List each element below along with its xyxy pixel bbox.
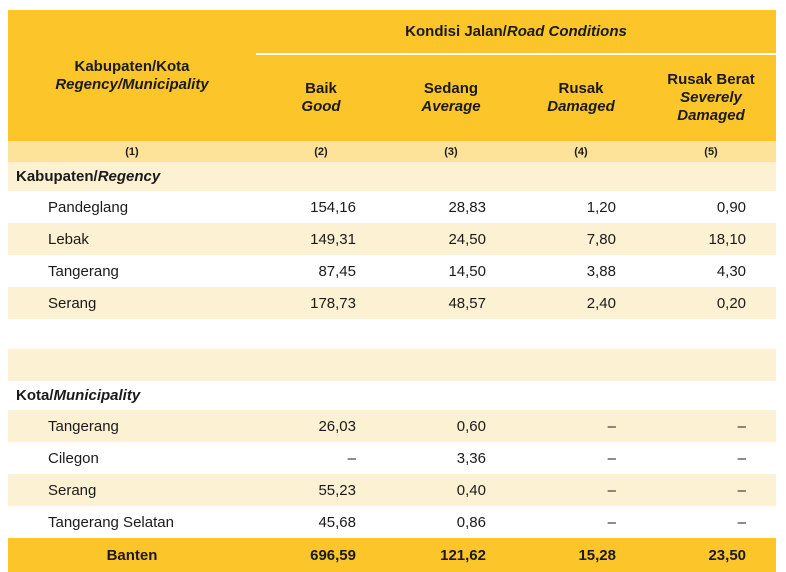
cell-severely-damaged: –	[646, 442, 777, 474]
cell-damaged: –	[516, 506, 646, 538]
row-name: Lebak	[8, 223, 256, 255]
cell-good: 154,16	[256, 191, 386, 223]
cell-average: 48,57	[386, 287, 516, 319]
page: banten.bps.go.id Kabupaten/Kota Regency/…	[8, 10, 777, 572]
cell-good: 87,45	[256, 255, 386, 287]
table-row: Tangerang 26,03 0,60 – –	[8, 410, 777, 442]
header-cell-l2: Good	[301, 98, 341, 115]
cell-good: 45,68	[256, 506, 386, 538]
section-regency: Kabupaten/Regency	[8, 162, 777, 191]
total-damaged: 15,28	[516, 538, 646, 572]
total-label: Banten	[8, 538, 256, 572]
cell-severely-damaged: 0,90	[646, 191, 777, 223]
header-cell-l2: Average	[421, 98, 481, 115]
header-cell-l1: Rusak Berat	[667, 71, 755, 89]
header-cell-l1: Sedang	[423, 80, 479, 98]
cell-damaged: 3,88	[516, 255, 646, 287]
header-average: Sedang Average	[386, 54, 516, 141]
total-good: 696,59	[256, 538, 386, 572]
header-col1-line1: Kabupaten/Kota	[74, 57, 190, 75]
table-row: Lebak 149,31 24,50 7,80 18,10	[8, 223, 777, 255]
header-good: Baik Good	[256, 54, 386, 141]
cell-average: 0,86	[386, 506, 516, 538]
row-name: Pandeglang	[8, 191, 256, 223]
total-severely-damaged: 23,50	[646, 538, 777, 572]
cell-damaged: –	[516, 474, 646, 506]
row-name: Tangerang	[8, 255, 256, 287]
table-row: Cilegon – 3,36 – –	[8, 442, 777, 474]
section-regency-label: Kabupaten/	[16, 168, 98, 185]
header-cell-l1: Baik	[305, 80, 337, 98]
header-severely-damaged: Rusak Berat Severely Damaged	[646, 54, 776, 141]
column-index-row: (1) (2) (3) (4) (5)	[8, 141, 777, 162]
cell-good: –	[256, 442, 386, 474]
road-conditions-table: Kabupaten/Kota Regency/Municipality Kond…	[8, 10, 777, 572]
total-row: Banten 696,59 121,62 15,28 23,50	[8, 538, 777, 572]
row-name: Tangerang	[8, 410, 256, 442]
header-cell-l3: Damaged	[677, 106, 745, 124]
column-index: (4)	[516, 141, 646, 162]
row-name: Cilegon	[8, 442, 256, 474]
cell-average: 0,40	[386, 474, 516, 506]
header-group-italic: Road Conditions	[506, 22, 627, 40]
cell-damaged: 1,20	[516, 191, 646, 223]
header-regency-municipality: Kabupaten/Kota Regency/Municipality	[8, 10, 256, 141]
cell-severely-damaged: –	[646, 474, 777, 506]
spacer-row	[8, 319, 777, 349]
cell-severely-damaged: 18,10	[646, 223, 777, 255]
cell-average: 3,36	[386, 442, 516, 474]
table-row: Pandeglang 154,16 28,83 1,20 0,90	[8, 191, 777, 223]
cell-average: 24,50	[386, 223, 516, 255]
cell-damaged: –	[516, 442, 646, 474]
cell-average: 14,50	[386, 255, 516, 287]
column-index: (3)	[386, 141, 516, 162]
header-cell-l2: Damaged	[547, 98, 615, 115]
cell-average: 0,60	[386, 410, 516, 442]
table-row: Serang 178,73 48,57 2,40 0,20	[8, 287, 777, 319]
row-name: Tangerang Selatan	[8, 506, 256, 538]
section-regency-italic: Regency	[97, 168, 161, 185]
column-index: (5)	[646, 141, 777, 162]
column-index: (1)	[8, 141, 256, 162]
cell-severely-damaged: –	[646, 410, 777, 442]
header-cell-l2: Severely	[680, 89, 742, 107]
spacer-row	[8, 349, 777, 381]
section-municipality-label: Kota/	[16, 387, 54, 404]
cell-severely-damaged: 4,30	[646, 255, 777, 287]
total-average: 121,62	[386, 538, 516, 572]
header-col1-line2: Regency/Municipality	[55, 75, 209, 93]
header-cell-l1: Rusak	[558, 80, 604, 98]
table-row: Serang 55,23 0,40 – –	[8, 474, 777, 506]
table-row: Tangerang Selatan 45,68 0,86 – –	[8, 506, 777, 538]
cell-damaged: 2,40	[516, 287, 646, 319]
section-municipality-italic: Municipality	[53, 387, 141, 404]
column-index: (2)	[256, 141, 386, 162]
header-group-main: Kondisi Jalan/	[405, 22, 507, 40]
header-damaged: Rusak Damaged	[516, 54, 646, 141]
cell-good: 178,73	[256, 287, 386, 319]
cell-average: 28,83	[386, 191, 516, 223]
cell-damaged: –	[516, 410, 646, 442]
header-row-group: Kabupaten/Kota Regency/Municipality Kond…	[8, 10, 777, 93]
row-name: Serang	[8, 287, 256, 319]
row-name: Serang	[8, 474, 256, 506]
cell-good: 149,31	[256, 223, 386, 255]
cell-severely-damaged: 0,20	[646, 287, 777, 319]
cell-good: 55,23	[256, 474, 386, 506]
header-road-conditions: Kondisi Jalan/Road Conditions	[256, 10, 776, 54]
table-row: Tangerang 87,45 14,50 3,88 4,30	[8, 255, 777, 287]
cell-damaged: 7,80	[516, 223, 646, 255]
section-municipality: Kota/Municipality	[8, 381, 777, 410]
cell-good: 26,03	[256, 410, 386, 442]
cell-severely-damaged: –	[646, 506, 777, 538]
